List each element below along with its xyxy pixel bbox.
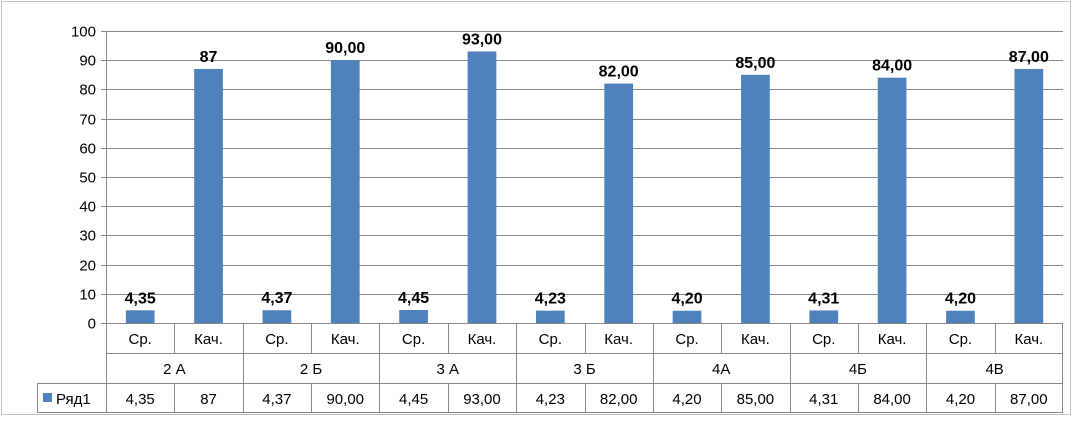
y-tick-label: 10 <box>79 287 96 304</box>
group-label: 2 Б <box>300 361 323 378</box>
data-label: 84,00 <box>872 58 912 75</box>
bar <box>262 310 292 323</box>
x-tick-label: Кач. <box>878 331 907 348</box>
table-value: 93,00 <box>463 391 501 408</box>
table-value: 87,00 <box>1010 391 1048 408</box>
table-value: 85,00 <box>737 391 775 408</box>
bar <box>330 60 360 323</box>
x-tick-label: Ср. <box>402 331 425 348</box>
table-value: 4,35 <box>126 391 155 408</box>
table-value: 4,23 <box>536 391 565 408</box>
y-tick-label: 60 <box>79 141 96 158</box>
data-label: 4,37 <box>261 290 292 307</box>
bar <box>125 310 155 323</box>
data-label: 4,20 <box>671 291 702 308</box>
table-value: 82,00 <box>600 391 638 408</box>
data-label: 87,00 <box>1009 49 1049 66</box>
table-value: 90,00 <box>326 391 364 408</box>
bar <box>672 310 702 323</box>
y-tick-label: 100 <box>71 24 96 41</box>
bar <box>604 83 634 323</box>
table-value: 4,31 <box>809 391 838 408</box>
x-tick-label: Ср. <box>265 331 288 348</box>
bar <box>809 310 839 323</box>
table-value: 87 <box>200 391 217 408</box>
y-tick-label: 80 <box>79 82 96 99</box>
bar <box>535 310 565 323</box>
bar <box>467 51 497 323</box>
legend-label: Ряд1 <box>56 391 91 408</box>
x-tick-label: Ср. <box>539 331 562 348</box>
y-tick-label: 30 <box>79 228 96 245</box>
x-tick-label: Кач. <box>604 331 633 348</box>
x-tick-label: Кач. <box>331 331 360 348</box>
bar <box>399 310 428 323</box>
bar <box>194 68 223 324</box>
group-label: 4В <box>985 361 1003 378</box>
group-label: 2 А <box>163 361 186 378</box>
table-value: 4,45 <box>399 391 428 408</box>
x-tick-label: Ср. <box>675 331 698 348</box>
data-label: 4,31 <box>808 290 839 307</box>
data-label: 4,45 <box>398 290 429 307</box>
data-label: 87 <box>200 49 218 66</box>
x-tick-label: Ср. <box>129 331 152 348</box>
bar <box>877 77 907 323</box>
bar <box>946 310 975 323</box>
x-tick-label: Ср. <box>949 331 972 348</box>
bar <box>741 74 770 323</box>
data-label: 4,23 <box>535 291 566 308</box>
x-tick-label: Кач. <box>741 331 770 348</box>
group-label: 3 Б <box>573 361 596 378</box>
y-tick-label: 0 <box>88 316 96 333</box>
group-label: 4Б <box>849 361 867 378</box>
y-tick-label: 50 <box>79 170 96 187</box>
data-label: 82,00 <box>599 64 639 81</box>
table-value: 4,37 <box>262 391 291 408</box>
bar <box>1014 68 1044 324</box>
y-tick-label: 70 <box>79 112 96 129</box>
group-label: 3 А <box>437 361 460 378</box>
x-tick-label: Кач. <box>1014 331 1043 348</box>
table-value: 4,20 <box>946 391 975 408</box>
x-tick-label: Ср. <box>812 331 835 348</box>
legend-swatch <box>43 393 52 402</box>
y-tick-label: 90 <box>79 53 96 70</box>
data-label: 93,00 <box>462 31 502 48</box>
y-tick-label: 20 <box>79 258 96 275</box>
x-tick-label: Кач. <box>468 331 497 348</box>
table-value: 4,20 <box>672 391 701 408</box>
data-label: 4,20 <box>945 291 976 308</box>
data-label: 4,35 <box>125 290 156 307</box>
table-value: 84,00 <box>873 391 911 408</box>
y-tick-label: 40 <box>79 199 96 216</box>
data-label: 85,00 <box>735 55 775 72</box>
x-tick-label: Кач. <box>194 331 223 348</box>
data-label: 90,00 <box>325 40 365 57</box>
group-label: 4А <box>712 361 730 378</box>
